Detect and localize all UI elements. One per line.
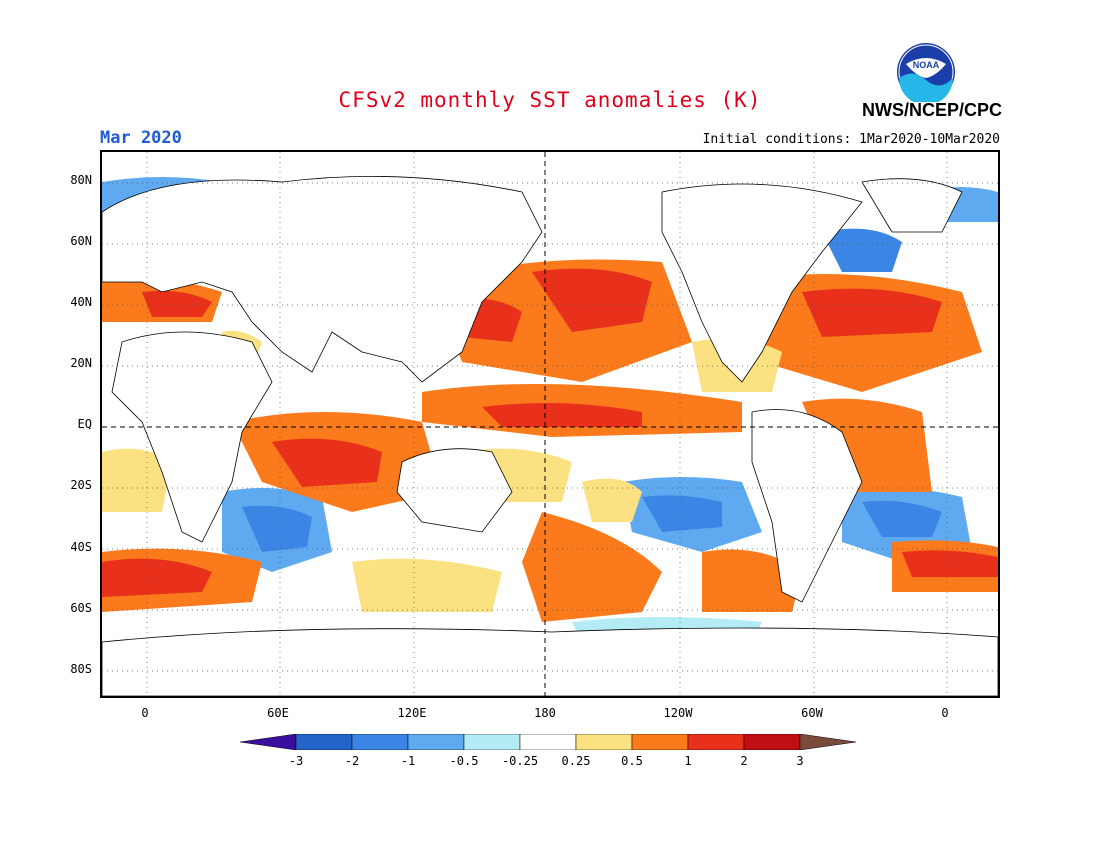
colorbar-segment	[351, 733, 409, 751]
noaa-logo-text: NOAA	[913, 60, 940, 70]
sst-anomaly-map	[100, 150, 1000, 698]
anomaly-field	[102, 177, 998, 642]
lat-label-20s: 20S	[70, 478, 92, 492]
lon-label-120e: 120E	[397, 706, 427, 720]
colorbar-label: -1	[400, 754, 416, 768]
lat-label-80s: 80S	[70, 662, 92, 676]
colorbar-label: -0.5	[449, 754, 479, 768]
colorbar-label: 3	[796, 754, 804, 768]
colorbar-label: 1	[684, 754, 692, 768]
initial-conditions-label: Initial conditions: 1Mar2020-10Mar2020	[702, 132, 1000, 147]
lat-label-40s: 40S	[70, 540, 92, 554]
map-title: CFSv2 monthly SST anomalies (K)	[338, 88, 762, 112]
colorbar-segment	[463, 733, 521, 751]
lon-label-0-right: 0	[941, 706, 949, 720]
colorbar-label: -2	[344, 754, 360, 768]
lat-label-60n: 60N	[70, 234, 92, 248]
colorbar-segment	[239, 733, 297, 751]
colorbar-label: -3	[288, 754, 304, 768]
lon-label-120w: 120W	[663, 706, 693, 720]
colorbar-label: 2	[740, 754, 748, 768]
continents	[102, 175, 998, 696]
equator-and-dateline	[102, 152, 998, 696]
colorbar-segment	[743, 733, 801, 751]
colorbar-segment	[631, 733, 689, 751]
noaa-logo: NOAA	[896, 42, 956, 105]
lon-label-60w: 60W	[801, 706, 823, 720]
lat-label-eq: EQ	[77, 417, 92, 431]
colorbar-segment	[575, 733, 633, 751]
colorbar-label: -0.25	[501, 754, 539, 768]
lat-label-40n: 40N	[70, 295, 92, 309]
colorbar-segment	[687, 733, 745, 751]
graticule	[102, 152, 998, 696]
colorbar-segment	[799, 733, 857, 751]
lon-label-60e: 60E	[267, 706, 289, 720]
colorbar-segment	[295, 733, 353, 751]
colorbar-label: 0.5	[621, 754, 643, 768]
lon-label-0: 0	[141, 706, 149, 720]
lat-label-80n: 80N	[70, 173, 92, 187]
organization-label: NWS/NCEP/CPC	[861, 100, 1002, 120]
colorbar-segment	[407, 733, 465, 751]
lon-label-180: 180	[534, 706, 556, 720]
colorbar	[239, 733, 862, 751]
lat-label-60s: 60S	[70, 601, 92, 615]
lat-label-20n: 20N	[70, 356, 92, 370]
colorbar-label: 0.25	[561, 754, 591, 768]
period-label: Mar 2020	[100, 128, 182, 148]
colorbar-segment	[519, 733, 577, 751]
